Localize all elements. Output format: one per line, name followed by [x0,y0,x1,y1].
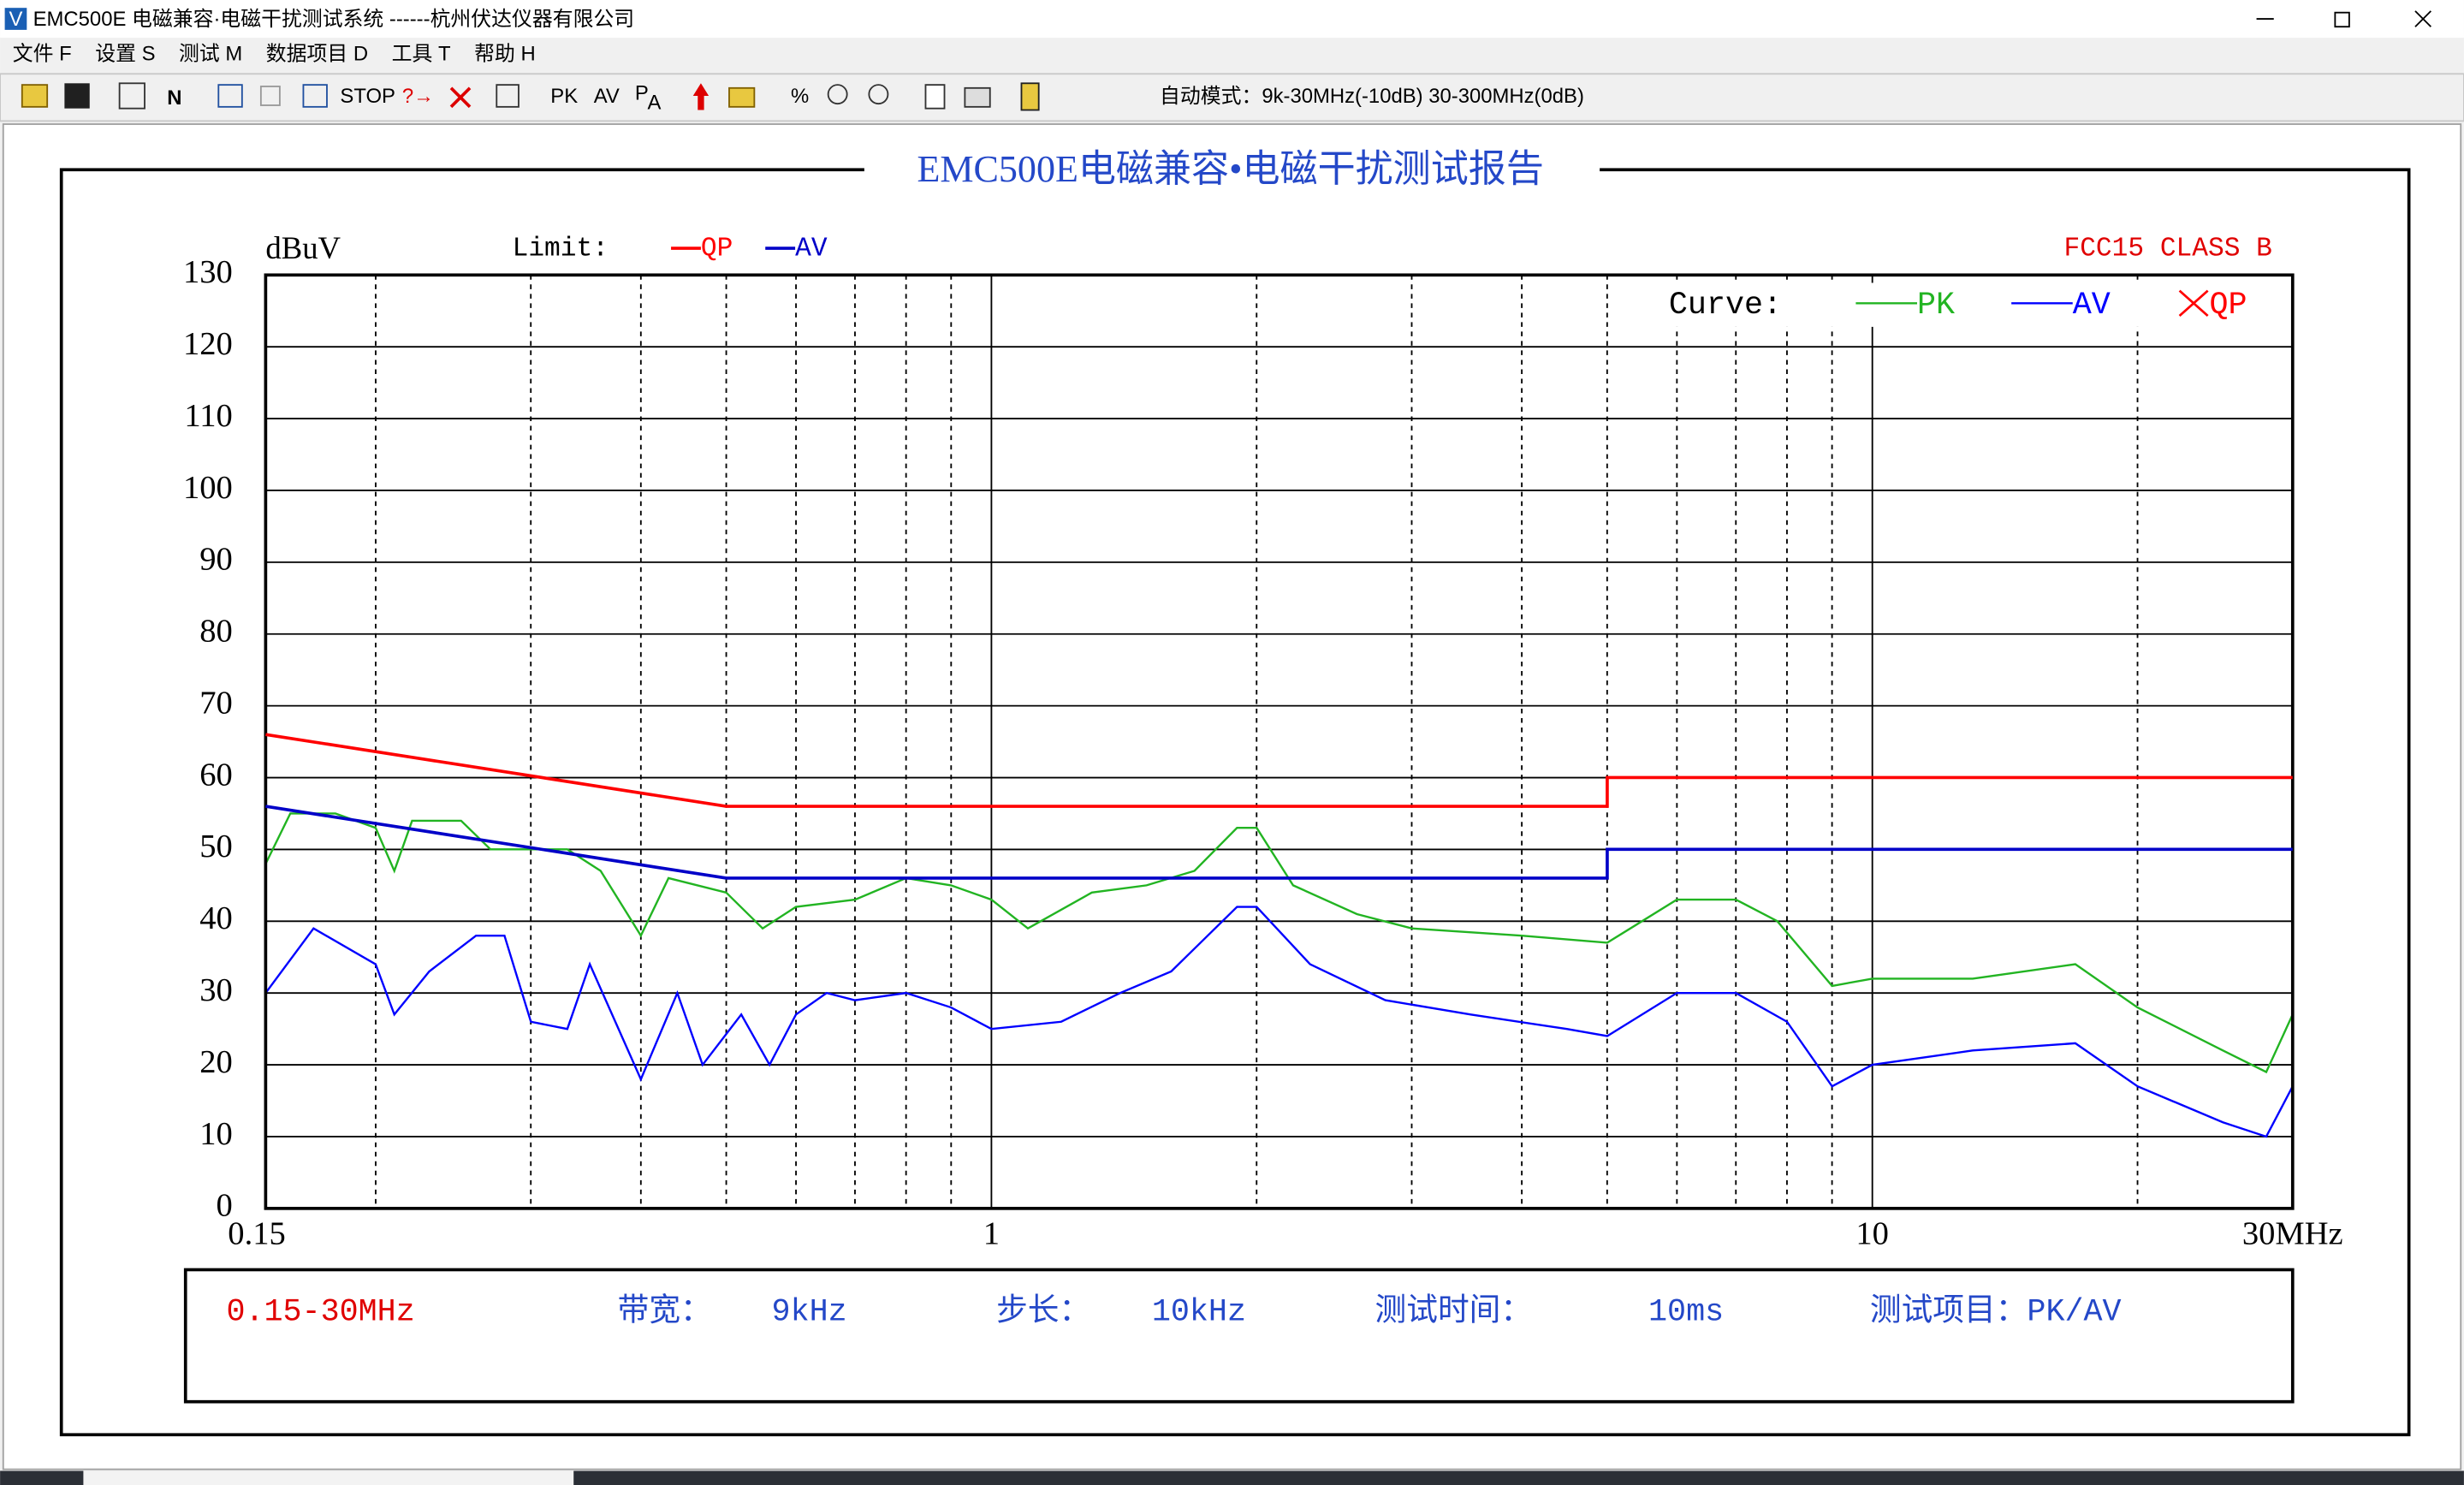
menu-item[interactable]: 帮助 H [474,43,536,66]
close-button[interactable] [2414,10,2432,27]
restore-button[interactable] [2334,11,2350,28]
open-icon[interactable] [21,84,49,108]
y-tick-label: 90 [199,542,233,578]
av-button[interactable]: AV [594,85,620,108]
report-area [2,123,2462,1470]
info-bandwidth: 9kHz [772,1295,847,1331]
series-line [264,812,2294,1074]
app-icon [4,8,27,30]
y-tick-label: 50 [199,829,233,864]
taskbar [0,1470,2464,1485]
plot-frame [264,273,2295,1210]
taskbar-search[interactable] [83,1470,574,1485]
series-line [264,906,2294,1138]
menu-item[interactable]: 文件 F [13,43,72,66]
y-tick-label: 30 [199,972,233,1008]
y-tick-label: 120 [183,326,233,362]
info-time: 10ms [1648,1295,1724,1331]
x-tick-label: 1 [983,1216,1000,1252]
clear-icon[interactable] [449,86,472,109]
up-icon[interactable] [692,83,710,110]
standard-label: FCC15 CLASS B [2063,234,2271,264]
grid-icon[interactable] [259,86,281,106]
limit-legend-label: QP [701,234,733,264]
limit-line [265,733,2293,808]
report-title: EMC500E电磁兼容•电磁干扰测试报告 [917,148,1543,190]
menu-bar: 文件 F 设置 S 测试 M 数据项目 D 工具 T 帮助 H [13,43,536,66]
menu-item[interactable]: 数据项目 D [266,43,368,66]
curve-legend-label: PK [1917,288,1955,324]
setup-icon[interactable] [118,82,145,110]
info-step: 10kHz [1152,1295,1246,1331]
menu-item[interactable]: 工具 T [392,43,451,66]
p-button[interactable]: P [635,81,649,104]
title-bar [0,0,2464,39]
qp-legend-label: QP [2209,288,2247,324]
percent-icon[interactable]: % [791,85,809,108]
qp-legend-marker [2178,289,2209,318]
n-button[interactable]: N [167,86,181,110]
scale-icon[interactable] [302,84,328,108]
y-tick-label: 110 [184,398,232,434]
y-tick-label: 60 [199,757,233,793]
export-icon[interactable] [496,84,520,108]
x-tick-label: 10 [1855,1216,1889,1252]
info-items: 测试项目：PK/AV [1870,1294,2122,1331]
info-box [183,1268,2295,1404]
graph-icon[interactable] [217,84,243,108]
window-title: EMC500E 电磁兼容·电磁干扰测试系统 ------杭州伏达仪器有限公司 [33,8,635,31]
doc-icon[interactable] [924,84,946,110]
folder-icon[interactable] [728,86,756,108]
y-tick-label: 70 [199,685,233,721]
report-title-bg [864,151,1600,192]
toolbar-icons: N STOP ?→ PK AV P A % [21,81,1040,114]
pk-button[interactable]: PK [550,85,578,108]
curve-label: Curve: [1669,288,1782,324]
info-range: 0.15-30MHz [226,1295,414,1331]
y-tick-label: 0 [217,1188,233,1224]
info-time-label: 测试时间： [1375,1294,1533,1331]
y-tick-label: 10 [199,1116,233,1152]
menu-item[interactable]: 测试 M [179,43,242,66]
limit-label: Limit: [513,234,609,264]
y-tick-label: 130 [183,254,233,290]
save-icon[interactable] [64,83,90,109]
x-tick-label: 30MHz [2242,1216,2343,1252]
exit-icon[interactable] [1020,82,1040,111]
y-tick-label: 40 [199,900,233,936]
zoom-out-icon[interactable] [868,84,889,105]
info-bandwidth-label: 带宽： [618,1293,712,1331]
stop-button[interactable]: STOP [340,85,395,108]
y-tick-label: 100 [183,470,233,506]
curve-legend-bg [1649,282,2279,327]
y-tick-label: 80 [199,614,233,650]
limit-legend-label: AV [795,234,828,264]
p-button-sub[interactable]: A [648,91,662,114]
mode-text: 自动模式：9k-30MHz(-10dB) 30-300MHz(0dB) [1160,85,1584,108]
info-step-label: 步长： [996,1294,1090,1331]
app-icon-letter: V [9,8,22,31]
y-tick-label: 20 [199,1044,233,1080]
y-axis-label: dBuV [265,230,341,265]
limit-line [265,805,2293,880]
x-tick-label: 0.15 [228,1216,285,1252]
zoom-in-icon[interactable] [827,84,848,105]
curve-legend-label: AV [2073,288,2111,324]
print-icon[interactable] [964,86,991,108]
menu-item[interactable]: 设置 S [95,43,155,66]
mark-icon[interactable]: ?→ [402,85,434,108]
